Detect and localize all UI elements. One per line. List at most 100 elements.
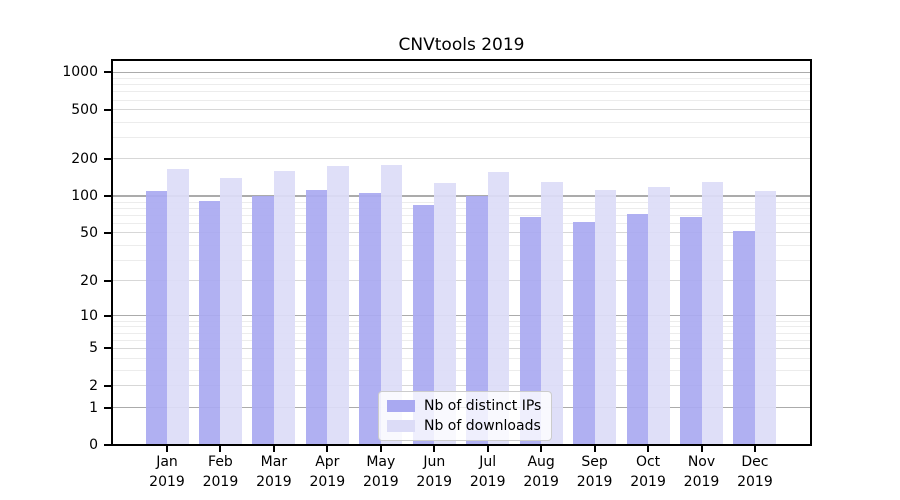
x-tick-mark bbox=[379, 445, 382, 452]
gridline bbox=[112, 158, 811, 160]
axis-spine-left bbox=[111, 59, 113, 446]
x-tick-mark bbox=[326, 445, 329, 452]
gridline-minor bbox=[112, 207, 811, 209]
y-tick-label: 5 bbox=[89, 340, 98, 357]
gridline bbox=[112, 385, 811, 387]
y-tick-mark bbox=[104, 71, 112, 74]
x-tick-mark bbox=[593, 445, 596, 452]
y-tick-mark bbox=[104, 157, 112, 160]
bar-downloads-feb bbox=[220, 177, 242, 445]
x-tick-label: Oct 2019 bbox=[630, 454, 666, 490]
x-tick-label: Feb 2019 bbox=[202, 454, 239, 490]
gridline-minor bbox=[112, 320, 811, 322]
y-tick-mark bbox=[104, 314, 112, 317]
x-tick-mark bbox=[753, 445, 756, 452]
bar-distinct-ips-mar bbox=[252, 196, 274, 445]
bar-downloads-aug bbox=[541, 181, 563, 445]
y-tick-mark bbox=[104, 444, 112, 446]
legend-label-distinct-ips: Nb of distinct IPs bbox=[424, 398, 542, 414]
y-tick-mark bbox=[104, 195, 112, 197]
gridline bbox=[112, 347, 811, 349]
gridline-minor bbox=[112, 326, 811, 328]
gridline-minor bbox=[112, 121, 811, 123]
y-tick-label: 1000 bbox=[62, 64, 98, 81]
x-tick-label: Jan 2019 bbox=[149, 454, 185, 490]
bar-downloads-may bbox=[380, 165, 403, 445]
gridline-minor bbox=[112, 340, 811, 341]
gridline-major bbox=[112, 195, 811, 197]
x-tick-label: Dec 2019 bbox=[737, 454, 773, 490]
axis-spine-right bbox=[810, 59, 812, 446]
legend-swatch-distinct-ips bbox=[387, 400, 415, 412]
y-tick-label: 0 bbox=[89, 437, 98, 453]
y-tick-mark bbox=[104, 279, 112, 282]
x-tick-mark bbox=[700, 445, 703, 452]
bar-distinct-ips-dec bbox=[733, 230, 755, 445]
gridline-minor bbox=[112, 358, 811, 360]
gridline-minor bbox=[112, 84, 811, 86]
bar-distinct-ips-apr bbox=[305, 190, 328, 445]
y-tick-label: 500 bbox=[71, 101, 98, 118]
legend-swatch-downloads bbox=[387, 420, 415, 432]
y-tick-mark bbox=[104, 108, 112, 111]
bar-distinct-ips-sep bbox=[573, 222, 595, 445]
legend-label-downloads: Nb of downloads bbox=[424, 418, 541, 434]
bar-downloads-mar bbox=[273, 170, 296, 445]
y-tick-mark bbox=[104, 406, 112, 409]
bar-downloads-jun bbox=[434, 182, 456, 445]
bar-downloads-dec bbox=[754, 190, 777, 445]
y-tick-label: 200 bbox=[71, 150, 98, 167]
bar-downloads-nov bbox=[701, 181, 723, 445]
x-tick-label: Jul 2019 bbox=[469, 454, 506, 490]
x-tick-mark bbox=[272, 445, 275, 452]
x-tick-label: Nov 2019 bbox=[683, 454, 720, 490]
gridline-minor bbox=[112, 91, 811, 93]
gridline bbox=[112, 232, 811, 234]
y-tick-mark bbox=[104, 231, 112, 234]
gridline-minor bbox=[112, 370, 811, 372]
x-tick-mark bbox=[433, 445, 436, 452]
x-tick-mark bbox=[219, 445, 222, 452]
bar-downloads-jan bbox=[167, 169, 189, 445]
legend-item-distinct-ips: Nb of distinct IPs bbox=[387, 398, 541, 414]
gridline-minor bbox=[112, 201, 811, 203]
gridline-minor bbox=[112, 137, 811, 139]
plot-area bbox=[111, 59, 812, 446]
gridline-minor bbox=[112, 215, 811, 217]
x-tick-mark bbox=[540, 445, 543, 452]
bar-downloads-jul bbox=[487, 171, 510, 445]
gridline-minor bbox=[112, 77, 811, 79]
chart-title: CNVtools 2019 bbox=[398, 35, 525, 55]
legend: Nb of distinct IPs Nb of downloads bbox=[378, 391, 553, 441]
gridline bbox=[112, 109, 811, 111]
y-tick-mark bbox=[104, 347, 112, 350]
gridline-major bbox=[112, 314, 811, 317]
x-tick-mark bbox=[166, 445, 168, 452]
y-tick-label: 100 bbox=[71, 188, 98, 204]
gridline-major bbox=[112, 71, 811, 73]
bar-distinct-ips-jul bbox=[466, 196, 488, 445]
y-tick-label: 20 bbox=[80, 272, 98, 289]
axis-spine-top bbox=[111, 59, 812, 61]
gridline-minor bbox=[112, 223, 811, 225]
bar-downloads-apr bbox=[327, 165, 349, 445]
x-tick-label: Jun 2019 bbox=[416, 454, 453, 490]
y-tick-label: 1 bbox=[89, 399, 98, 416]
bar-distinct-ips-feb bbox=[198, 201, 221, 445]
legend-item-downloads: Nb of downloads bbox=[387, 418, 541, 434]
gridline bbox=[112, 280, 811, 282]
x-tick-label: Aug 2019 bbox=[523, 454, 559, 490]
y-tick-mark bbox=[104, 384, 112, 387]
y-tick-label: 50 bbox=[80, 224, 98, 241]
x-tick-label: Apr 2019 bbox=[309, 454, 346, 490]
bar-downloads-sep bbox=[594, 189, 617, 445]
x-tick-mark bbox=[486, 445, 489, 452]
bar-downloads-oct bbox=[648, 186, 670, 445]
gridline-minor bbox=[112, 99, 811, 101]
bar-distinct-ips-jan bbox=[145, 190, 167, 445]
gridline-minor bbox=[112, 332, 811, 334]
x-tick-mark bbox=[647, 445, 650, 452]
bar-distinct-ips-may bbox=[359, 193, 381, 445]
bar-distinct-ips-jun bbox=[412, 204, 435, 445]
